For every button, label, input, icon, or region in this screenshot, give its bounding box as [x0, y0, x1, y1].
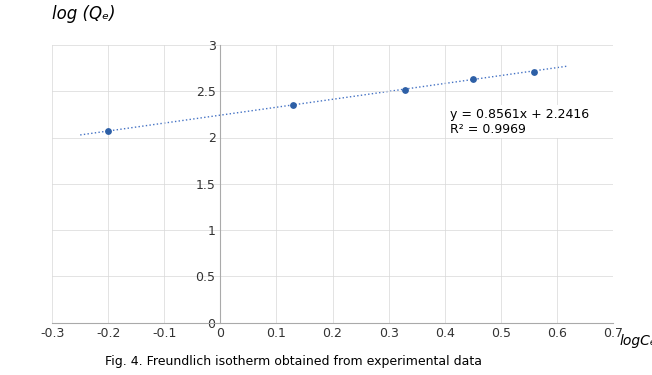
Text: log (Qₑ): log (Qₑ)	[52, 5, 115, 23]
Point	[467, 76, 478, 82]
Text: Fig. 4. Freundlich isotherm obtained from experimental data: Fig. 4. Freundlich isotherm obtained fro…	[105, 354, 482, 368]
Point	[288, 102, 299, 108]
Point	[400, 87, 411, 93]
Text: logCₑ: logCₑ	[620, 334, 652, 348]
Text: y = 0.8561x + 2.2416
R² = 0.9969: y = 0.8561x + 2.2416 R² = 0.9969	[451, 108, 589, 136]
Point	[103, 128, 113, 134]
Point	[529, 69, 540, 75]
